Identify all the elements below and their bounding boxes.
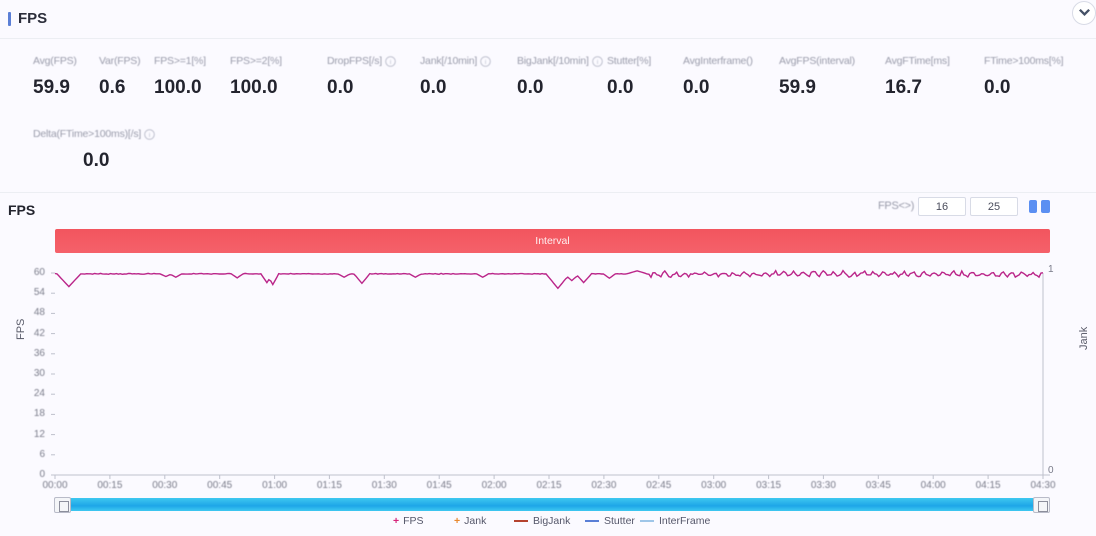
svg-text:i: i — [597, 58, 598, 65]
svg-text:i: i — [149, 131, 150, 138]
svg-text:i: i — [485, 58, 486, 65]
svg-text:i: i — [390, 58, 391, 65]
